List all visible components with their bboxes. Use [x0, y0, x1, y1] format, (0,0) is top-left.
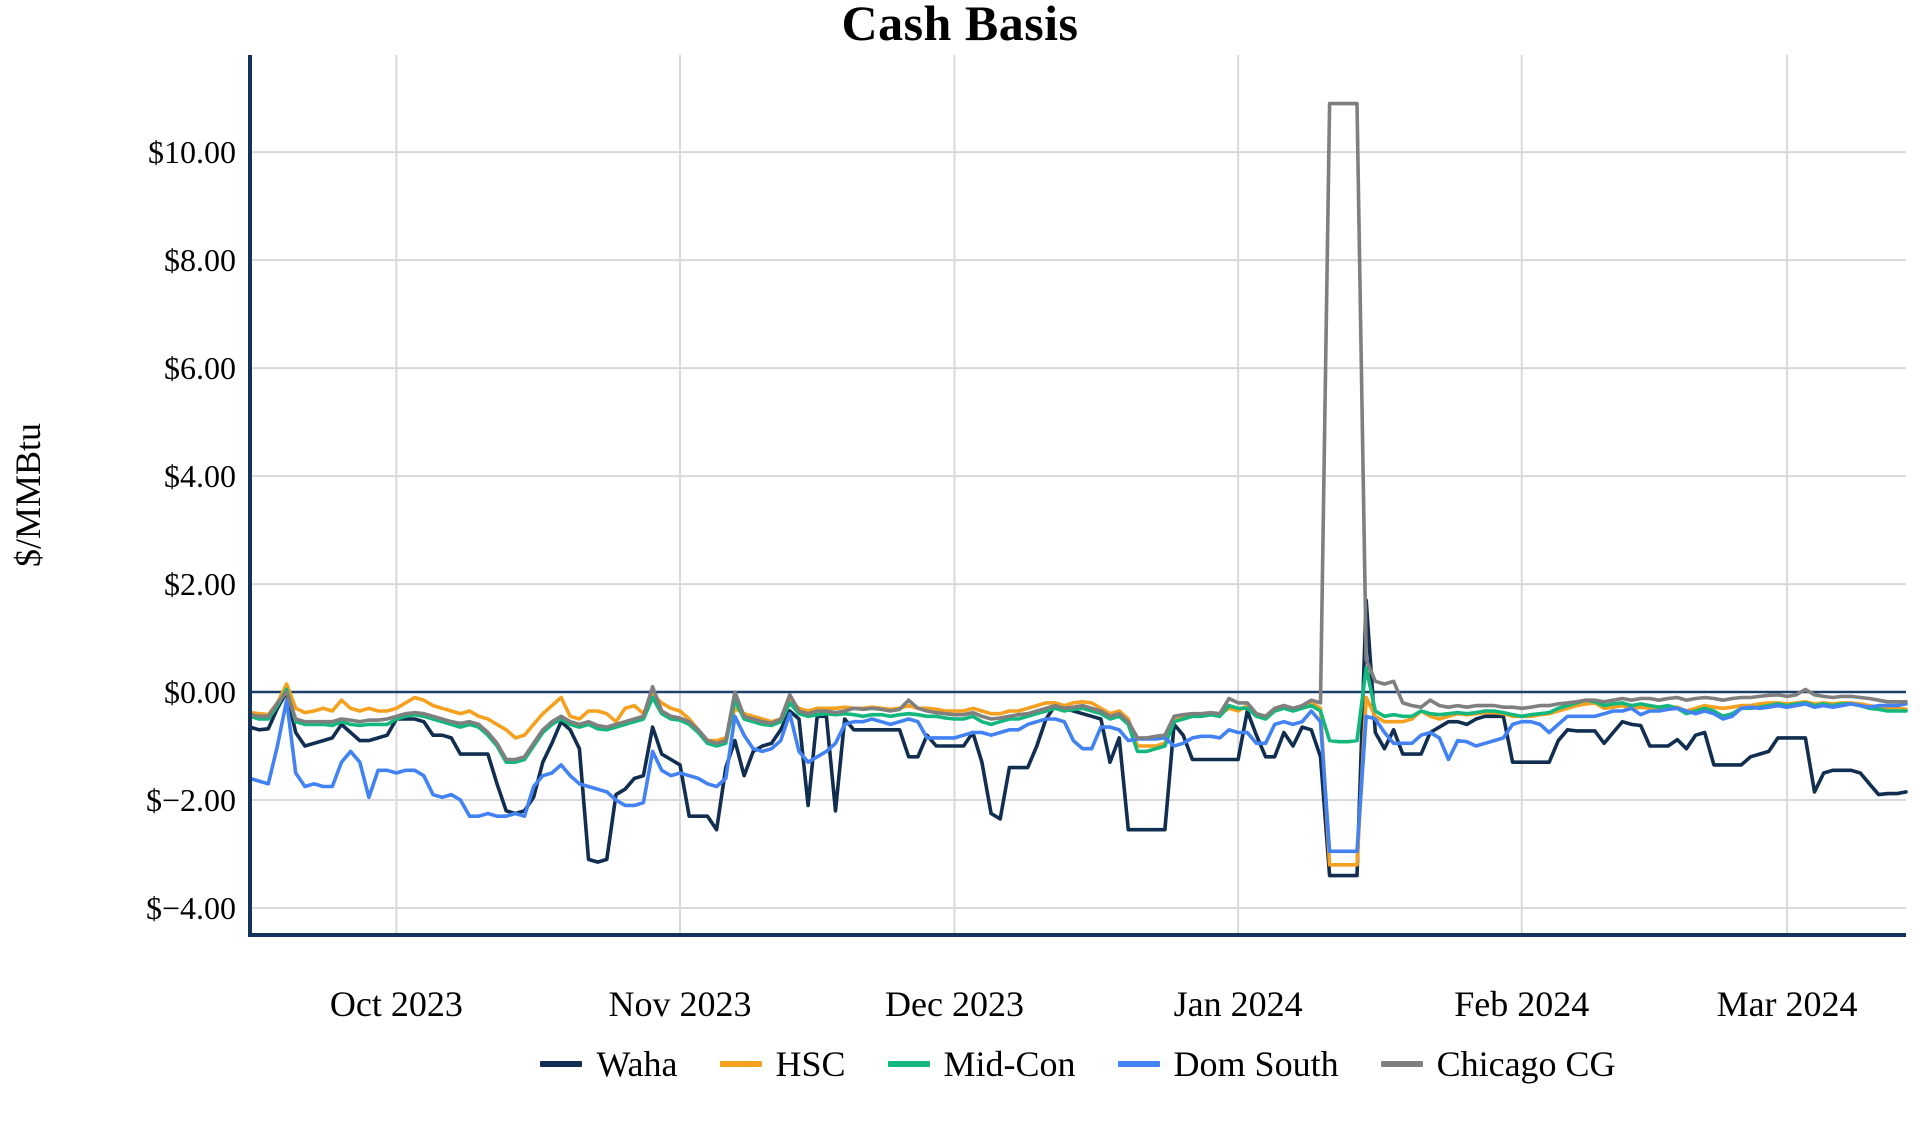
x-tick-label: Oct 2023	[330, 984, 463, 1024]
x-tick-label: Mar 2024	[1717, 984, 1858, 1024]
y-tick-label: $8.00	[164, 242, 236, 278]
legend-label-chicago-cg: Chicago CG	[1436, 1044, 1616, 1084]
legend-swatch-chicago-cg	[1380, 1061, 1423, 1067]
y-tick-label: $2.00	[164, 566, 236, 602]
y-tick-label: $0.00	[164, 674, 236, 710]
legend: Waha HSC Mid-Con Dom South Chicago CG	[250, 1046, 1906, 1082]
legend-item-waha: Waha	[540, 1044, 678, 1084]
legend-swatch-waha	[540, 1061, 583, 1067]
chart-title: Cash Basis	[841, 0, 1079, 51]
y-tick-label: $−4.00	[146, 890, 236, 926]
legend-swatch-dom-south	[1117, 1061, 1160, 1067]
legend-item-hsc: HSC	[719, 1044, 846, 1084]
x-tick-label: Feb 2024	[1454, 984, 1589, 1024]
series-line-waha	[248, 598, 1908, 878]
legend-label-waha: Waha	[596, 1044, 678, 1084]
x-tick-label: Jan 2024	[1174, 984, 1303, 1024]
series-line-chicago-cg	[248, 101, 1908, 762]
y-tick-label: $6.00	[164, 350, 236, 386]
x-tick-label: Dec 2023	[885, 984, 1024, 1024]
series-line-dom-south	[248, 698, 1908, 854]
legend-item-chicago-cg: Chicago CG	[1380, 1044, 1616, 1084]
legend-item-dom-south: Dom South	[1117, 1044, 1339, 1084]
legend-item-mid-con: Mid-Con	[887, 1044, 1076, 1084]
y-axis-title: $/MMBtu	[8, 423, 48, 567]
legend-label-mid-con: Mid-Con	[943, 1044, 1076, 1084]
legend-swatch-hsc	[719, 1061, 762, 1067]
y-tick-label: $−2.00	[146, 782, 236, 818]
x-tick-label: Nov 2023	[609, 984, 752, 1024]
legend-label-hsc: HSC	[775, 1044, 846, 1084]
legend-swatch-mid-con	[887, 1061, 930, 1067]
legend-label-dom-south: Dom South	[1173, 1044, 1339, 1084]
y-tick-label: $10.00	[148, 134, 236, 170]
y-tick-label: $4.00	[164, 458, 236, 494]
